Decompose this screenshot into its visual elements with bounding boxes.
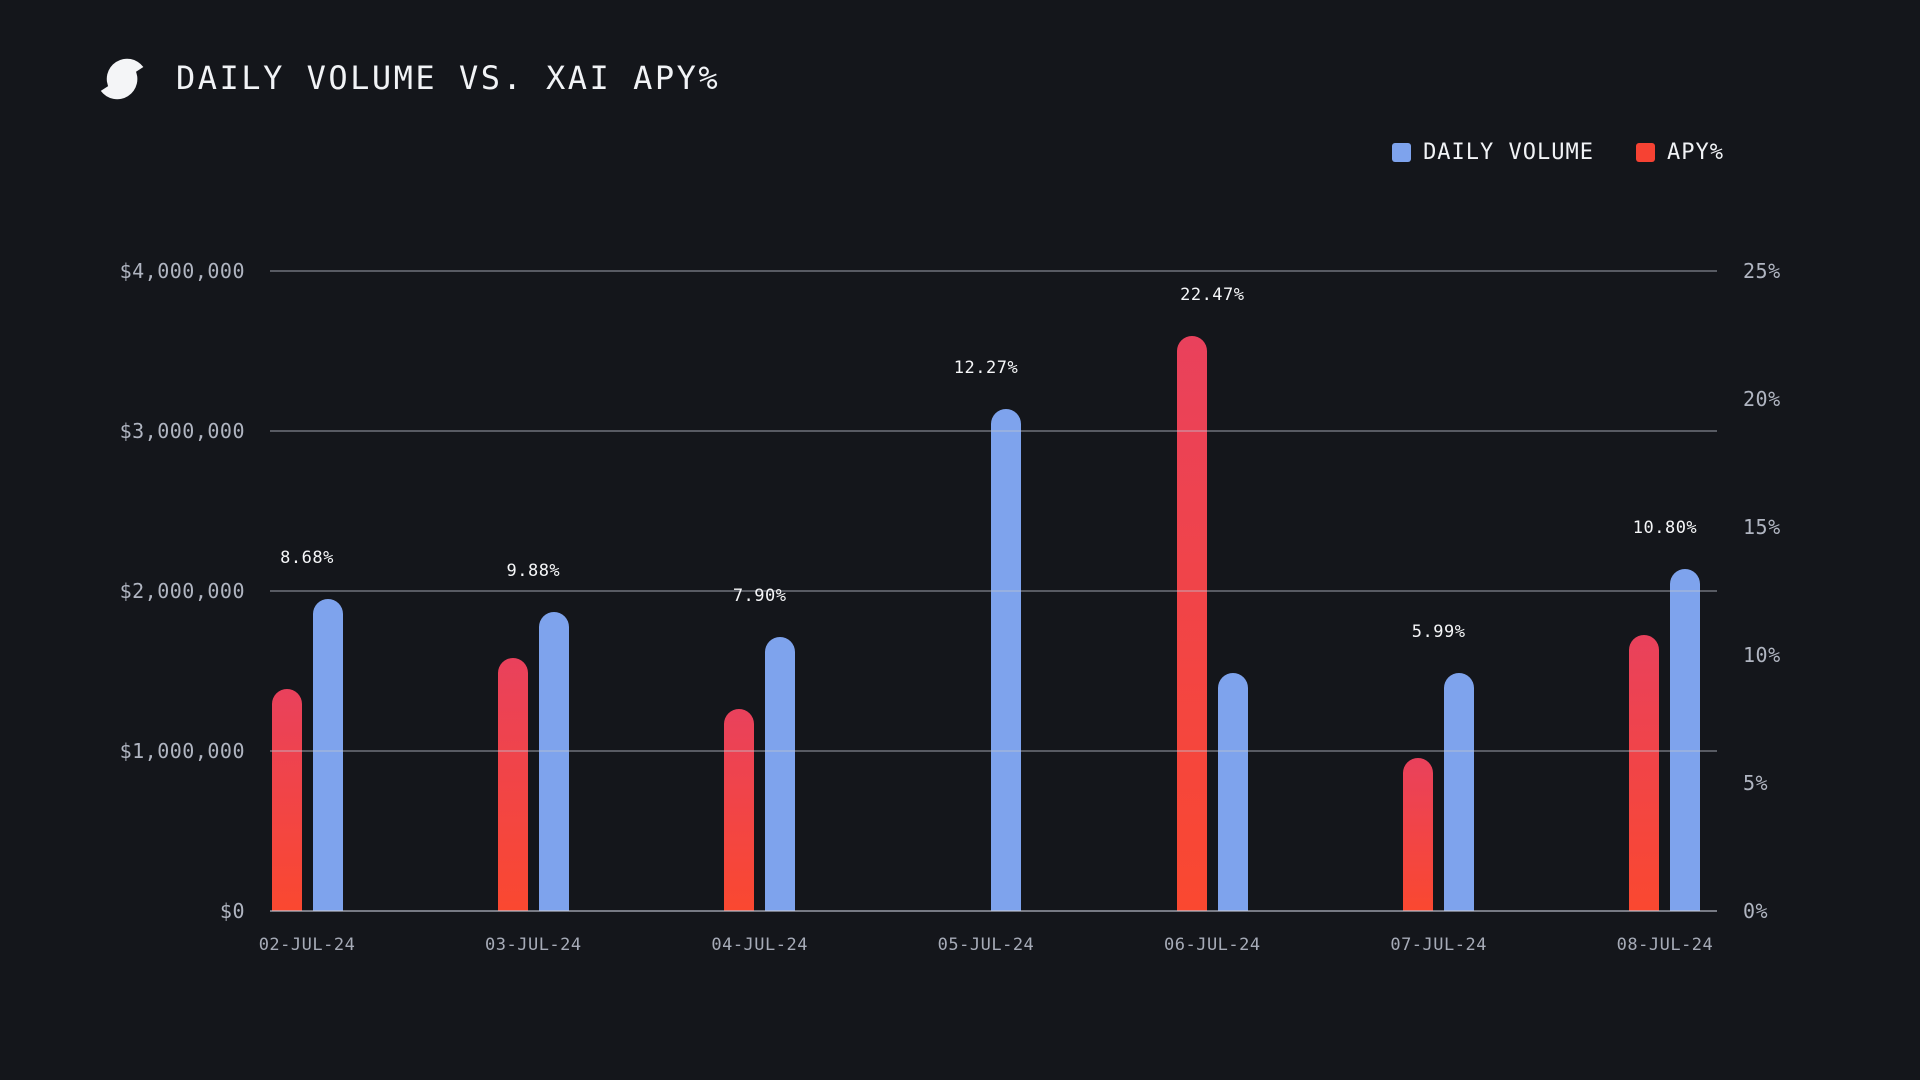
right-axis-tick-label: 25% [1743, 259, 1781, 283]
gridline [270, 750, 1717, 752]
apy-bar-07-jul-24[interactable] [1403, 757, 1434, 911]
apy-bar-03-jul-24[interactable] [497, 658, 528, 911]
apy-value-label: 9.88% [506, 560, 561, 581]
left-axis-tick-label: $4,000,000 [119, 259, 245, 283]
x-axis-category-label: 06-JUL-24 [1164, 935, 1261, 955]
apy-value-label: 8.68% [280, 548, 334, 568]
apy-value-label: 5.99% [1411, 621, 1466, 642]
chart-title: DAILY VOLUME VS. XAI APY% [176, 59, 721, 97]
apy-value-label: 10.80% [1632, 517, 1698, 538]
volume-bar-08-jul-24[interactable] [1670, 568, 1701, 911]
apy-swatch-icon [1636, 143, 1656, 162]
apy-bar-08-jul-24[interactable] [1629, 634, 1660, 911]
brand-logo-icon [100, 58, 144, 99]
chart-header: DAILY VOLUME VS. XAI APY% [98, 52, 720, 104]
right-axis-tick-label: 20% [1743, 387, 1781, 411]
daily-volume-swatch-icon [1392, 143, 1412, 162]
volume-bar-04-jul-24[interactable] [765, 637, 796, 911]
apy-bar-04-jul-24[interactable] [724, 708, 755, 911]
apy-value-label: 22.47% [1180, 284, 1245, 305]
right-axis-tick-label: 5% [1743, 771, 1769, 795]
gridline [270, 430, 1717, 432]
gridline [270, 590, 1717, 592]
legend: DAILY VOLUME APY% [1392, 140, 1724, 165]
volume-bar-03-jul-24[interactable] [538, 611, 569, 911]
x-axis-category-label: 02-JUL-24 [258, 935, 356, 955]
left-axis-tick-label: $0 [219, 899, 245, 923]
x-axis-category-label: 05-JUL-24 [937, 935, 1035, 955]
x-axis-baseline [270, 910, 1717, 912]
apy-bar-02-jul-24[interactable] [271, 688, 302, 911]
gridline [270, 270, 1717, 272]
legend-item-daily-volume[interactable]: DAILY VOLUME [1392, 140, 1594, 165]
apy-value-label: 12.27% [953, 357, 1019, 378]
x-axis-category-label: 07-JUL-24 [1390, 935, 1487, 955]
volume-bar-02-jul-24[interactable] [312, 599, 343, 911]
apy-value-label: 7.90% [732, 586, 787, 607]
left-axis-tick-label: $2,000,000 [119, 579, 245, 603]
volume-bar-06-jul-24[interactable] [1217, 672, 1248, 911]
x-axis-category-label: 04-JUL-24 [711, 935, 808, 955]
x-axis-category-label: 03-JUL-24 [485, 935, 582, 955]
left-axis-tick-label: $3,000,000 [119, 419, 245, 443]
volume-bar-05-jul-24[interactable] [991, 408, 1022, 911]
right-axis-tick-label: 0% [1743, 899, 1769, 923]
legend-item-apy[interactable]: APY% [1636, 140, 1724, 165]
volume-bar-07-jul-24[interactable] [1444, 672, 1475, 911]
x-axis-category-label: 08-JUL-24 [1616, 935, 1714, 955]
right-axis-tick-label: 10% [1743, 643, 1781, 667]
apy-bar-06-jul-24[interactable] [1176, 335, 1207, 911]
left-axis-tick-label: $1,000,000 [119, 739, 245, 763]
legend-label-apy: APY% [1667, 140, 1724, 165]
right-axis-tick-label: 15% [1743, 515, 1781, 539]
legend-label-daily-volume: DAILY VOLUME [1423, 140, 1595, 165]
